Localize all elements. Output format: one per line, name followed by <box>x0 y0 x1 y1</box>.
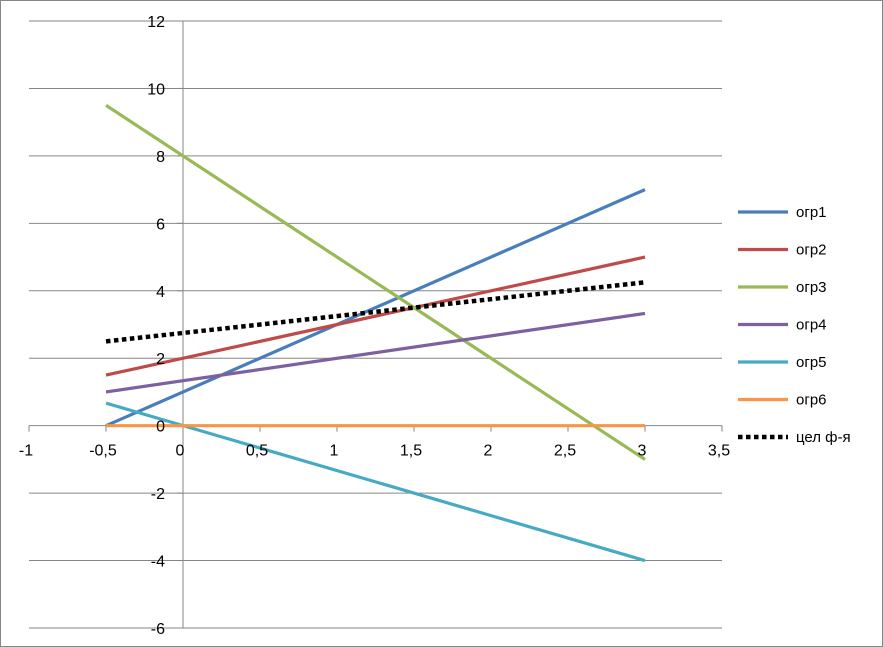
x-tick-label: 1 <box>330 443 339 460</box>
y-tick-label: 2 <box>156 351 165 368</box>
legend-label: огр1 <box>796 204 827 221</box>
x-tick-label: -0,5 <box>89 443 117 460</box>
legend-label: цел ф-я <box>796 429 851 446</box>
x-tick-label: 2 <box>484 443 493 460</box>
legend-label: огр4 <box>796 317 827 334</box>
x-tick-label: 3,5 <box>708 443 730 460</box>
legend-label: огр2 <box>796 242 827 259</box>
legend-label: огр6 <box>796 392 827 409</box>
y-tick-label: 12 <box>147 14 165 31</box>
y-tick-label: 8 <box>156 149 165 166</box>
legend-label: огр5 <box>796 354 827 371</box>
x-tick-label: -1 <box>19 443 33 460</box>
tick-labels: -1 -0,5 0 0,5 1 1,5 2 2,5 3 3,5 -6 -4 -2 0 2 4 6 8 10 12 <box>19 14 730 638</box>
series-lines <box>105 103 646 563</box>
series-line <box>105 103 646 461</box>
axes <box>28 20 723 629</box>
y-tick-label: -6 <box>151 621 165 638</box>
x-tick-label: 0,5 <box>246 443 268 460</box>
y-tick-label: -2 <box>151 486 165 503</box>
series-line <box>105 255 646 377</box>
x-tick-label: 3 <box>638 443 647 460</box>
series-line <box>105 188 646 428</box>
y-tick-label: 4 <box>156 284 165 301</box>
y-tick-label: -4 <box>151 554 165 571</box>
legend: огр1 огр2 огр3 огр4 огр5 огр6 цел ф-я <box>738 204 851 446</box>
x-tick-label: 1,5 <box>400 443 422 460</box>
series-line <box>105 401 646 563</box>
legend-label: огр3 <box>796 279 827 296</box>
y-tick-label: 10 <box>147 81 165 98</box>
y-tick-label: 6 <box>156 216 165 233</box>
y-tick-label: 0 <box>156 419 165 436</box>
series-line <box>105 280 646 344</box>
x-tick-label: 0 <box>176 443 185 460</box>
gridlines <box>29 20 722 629</box>
x-tick-label: 2,5 <box>554 443 576 460</box>
series-line <box>105 311 646 394</box>
